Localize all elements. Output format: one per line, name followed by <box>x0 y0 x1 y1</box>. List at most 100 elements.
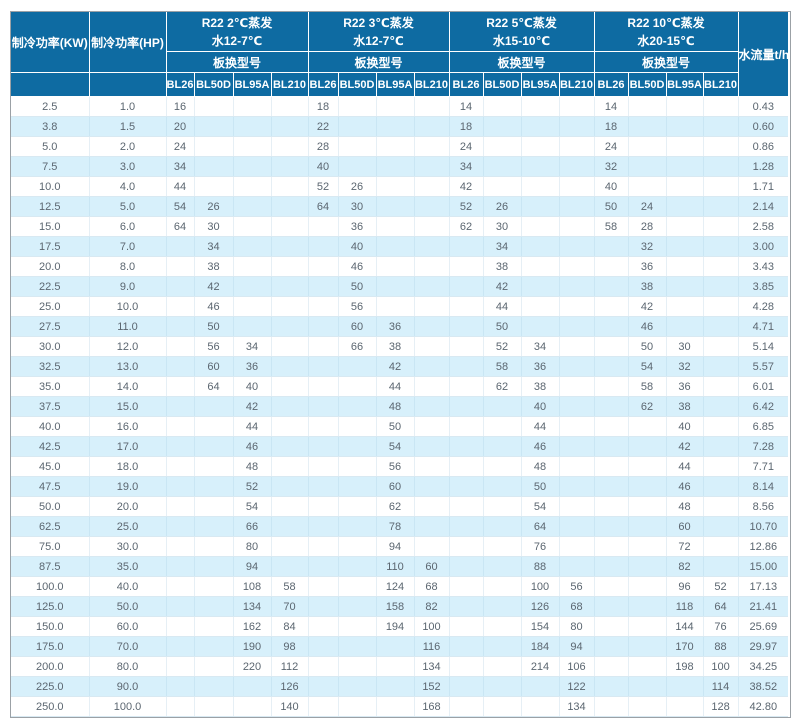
cell-model-value: 46 <box>338 256 377 277</box>
cell-water-flow: 7.28 <box>738 436 789 457</box>
cell-model-value: 152 <box>414 676 450 697</box>
cell-model-value: 62 <box>449 216 484 237</box>
cell-model-value: 198 <box>666 656 704 677</box>
cell-model-value <box>414 236 450 257</box>
cell-model-value <box>376 636 415 657</box>
header-plate-model-group-2: 板换型号 <box>307 51 450 73</box>
cell-water-flow: 12.86 <box>738 536 789 557</box>
cell-model-value <box>559 376 595 397</box>
cell-water-flow: 1.28 <box>738 156 789 177</box>
cell-model-value <box>521 256 560 277</box>
cell-model-value <box>594 556 629 577</box>
table-row: 175.0 70.0 190 98 116 184 94 170 88 29.97 <box>11 636 789 657</box>
cell-model-value <box>628 516 667 537</box>
cell-model-value <box>271 396 309 417</box>
cell-model-value <box>194 96 234 117</box>
cell-model-value: 114 <box>703 676 739 697</box>
cell-model-value <box>166 356 195 377</box>
cell-model-value: 126 <box>271 676 309 697</box>
cell-model-value <box>559 316 595 337</box>
cell-hp: 17.0 <box>89 436 167 457</box>
cell-model-value: 34 <box>483 236 522 257</box>
cell-model-value <box>594 316 629 337</box>
cell-model-value: 94 <box>559 636 595 657</box>
cell-model-value <box>521 176 560 197</box>
cell-model-value <box>194 116 234 137</box>
cell-model-value: 30 <box>666 336 704 357</box>
cell-model-value: 44 <box>166 176 195 197</box>
cell-model-value <box>666 296 704 317</box>
cell-model-value <box>594 516 629 537</box>
cell-model-value <box>666 676 704 697</box>
cell-kw: 175.0 <box>11 636 90 657</box>
cell-model-value: 40 <box>521 396 560 417</box>
cell-model-value <box>166 496 195 517</box>
cell-model-value <box>483 556 522 577</box>
cell-model-value: 44 <box>483 296 522 317</box>
cell-model-value <box>194 396 234 417</box>
cell-model-value <box>166 396 195 417</box>
cell-model-value <box>449 316 484 337</box>
cell-model-value <box>338 356 377 377</box>
cell-kw: 200.0 <box>11 656 90 677</box>
cell-model-value <box>308 356 339 377</box>
cell-kw: 32.5 <box>11 356 90 377</box>
table-row: 25.0 10.0 46 56 44 42 4.28 <box>11 296 789 317</box>
cell-model-value <box>376 136 415 157</box>
cell-model-value: 60 <box>376 476 415 497</box>
cell-water-flow: 3.00 <box>738 236 789 257</box>
cell-model-value: 36 <box>628 256 667 277</box>
cell-model-value <box>628 416 667 437</box>
cell-model-value <box>338 596 377 617</box>
cell-model-value: 22 <box>308 116 339 137</box>
cell-model-value <box>414 196 450 217</box>
cell-model-value <box>594 676 629 697</box>
cell-model-value: 16 <box>166 96 195 117</box>
cell-model-value <box>666 216 704 237</box>
cell-model-value <box>703 256 739 277</box>
table-row: 37.5 15.0 42 48 40 62 38 6.42 <box>11 396 789 417</box>
cell-model-value <box>521 96 560 117</box>
cell-model-value <box>628 156 667 177</box>
cell-model-value <box>628 176 667 197</box>
table-row: 62.5 25.0 66 78 64 60 10.70 <box>11 516 789 537</box>
cell-model-value <box>521 316 560 337</box>
cell-model-value <box>271 296 309 317</box>
cell-model-value <box>703 276 739 297</box>
table-row: 225.0 90.0 126 152 122 114 38.52 <box>11 676 789 697</box>
cell-hp: 16.0 <box>89 416 167 437</box>
cell-water-flow: 6.42 <box>738 396 789 417</box>
cell-model-value <box>414 176 450 197</box>
cell-model-value <box>338 456 377 477</box>
cell-model-value: 190 <box>233 636 272 657</box>
group-1-title-line2: 水12-7℃ <box>211 33 263 48</box>
cell-model-value <box>271 376 309 397</box>
header-model-g4-bl210: BL210 <box>702 72 739 97</box>
cell-model-value <box>308 576 339 597</box>
group-4-title-line1: R22 10℃蒸发 <box>627 15 705 30</box>
cell-model-value <box>414 416 450 437</box>
cell-model-value <box>271 116 309 137</box>
cell-model-value <box>338 156 377 177</box>
cell-model-value <box>449 476 484 497</box>
cell-model-value <box>338 696 377 717</box>
cell-model-value <box>271 276 309 297</box>
cell-model-value: 60 <box>414 556 450 577</box>
cell-kw: 5.0 <box>11 136 90 157</box>
cell-model-value <box>449 536 484 557</box>
cell-model-value <box>594 616 629 637</box>
header-plate-model-group-1: 板换型号 <box>166 51 309 73</box>
cell-model-value <box>703 396 739 417</box>
cell-water-flow: 10.70 <box>738 516 789 537</box>
cell-kw: 20.0 <box>11 256 90 277</box>
cell-model-value: 26 <box>194 196 234 217</box>
cell-hp: 7.0 <box>89 236 167 257</box>
cell-model-value <box>483 456 522 477</box>
cell-model-value: 110 <box>376 556 415 577</box>
cell-model-value <box>271 536 309 557</box>
cell-model-value: 220 <box>233 656 272 677</box>
cell-hp: 100.0 <box>89 696 167 717</box>
cell-model-value: 40 <box>666 416 704 437</box>
cell-model-value: 28 <box>308 136 339 157</box>
cell-model-value: 50 <box>594 196 629 217</box>
